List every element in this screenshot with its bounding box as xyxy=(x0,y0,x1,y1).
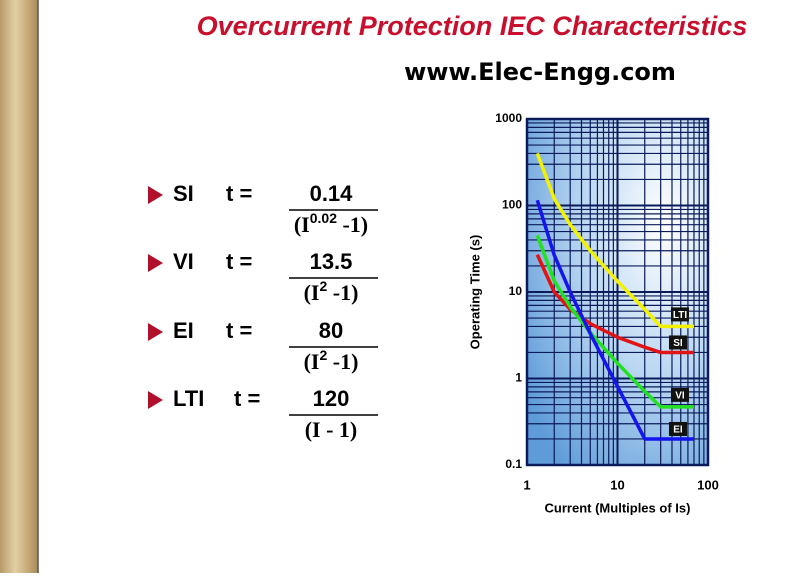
y-tick-label: 1 xyxy=(515,371,522,385)
bullet xyxy=(148,186,163,204)
series-label: LTI xyxy=(673,310,687,321)
denominator-end: -1) xyxy=(327,280,358,305)
series-line xyxy=(535,253,694,355)
formula-name: LTI xyxy=(173,386,204,411)
y-tick-label: 10 xyxy=(509,284,523,298)
x-tick-label: 100 xyxy=(697,477,719,492)
denominator-start: (I - 1) xyxy=(305,417,358,442)
series-label-box xyxy=(670,307,689,322)
formula-equals: t = xyxy=(226,318,252,343)
x-tick-label: 1 xyxy=(523,477,530,492)
denominator-end: -1) xyxy=(337,212,368,237)
website: www.Elec-Engg.com xyxy=(404,58,676,86)
x-axis-label: Current (Multiples of Is) xyxy=(545,500,691,515)
series-label: EI xyxy=(673,425,683,436)
wood-border xyxy=(0,0,38,573)
series-label: VI xyxy=(675,391,685,402)
series-label-box xyxy=(670,387,689,402)
bullet xyxy=(148,323,163,341)
formula-name: VI xyxy=(173,249,194,274)
y-tick-label: 0.1 xyxy=(505,457,522,471)
series-line xyxy=(535,152,694,329)
series-label-box xyxy=(668,335,687,350)
numerator: 120 xyxy=(313,386,350,411)
formula-name: SI xyxy=(173,181,194,206)
denominator: (I2 -1) xyxy=(304,347,359,374)
numerator: 80 xyxy=(319,318,343,343)
denominator-start: (I xyxy=(304,280,320,305)
exponent: 2 xyxy=(319,278,327,294)
series-label: SI xyxy=(673,338,683,349)
series-line xyxy=(535,234,694,409)
numerator: 0.14 xyxy=(310,181,354,206)
x-tick-label: 10 xyxy=(610,477,624,492)
series-line xyxy=(535,199,694,441)
denominator: (I - 1) xyxy=(305,417,358,442)
denominator: (I0.02 -1) xyxy=(294,210,368,237)
slide-title: Overcurrent Protection IEC Characteristi… xyxy=(197,11,748,41)
y-axis-label: Operating Time (s) xyxy=(467,235,482,350)
formula-equals: t = xyxy=(226,181,252,206)
denominator-start: (I xyxy=(294,212,310,237)
formula-equals: t = xyxy=(234,386,260,411)
formula-name: EI xyxy=(173,318,194,343)
y-tick-label: 100 xyxy=(502,198,522,212)
formulas: SI t = 0.14(I0.02 -1)VI t = 13.5(I2 -1)EI t =… xyxy=(148,181,378,442)
series-label-box xyxy=(668,421,687,436)
numerator: 13.5 xyxy=(310,249,353,274)
y-tick-label: 1000 xyxy=(495,111,522,125)
bullet xyxy=(148,391,163,409)
denominator-end: -1) xyxy=(327,349,358,374)
formula-equals: t = xyxy=(226,249,252,274)
exponent: 2 xyxy=(319,347,327,363)
bullet xyxy=(148,254,163,272)
denominator: (I2 -1) xyxy=(304,278,359,305)
exponent: 0.02 xyxy=(310,210,337,226)
plot-border xyxy=(525,117,710,467)
denominator-start: (I xyxy=(304,349,320,374)
